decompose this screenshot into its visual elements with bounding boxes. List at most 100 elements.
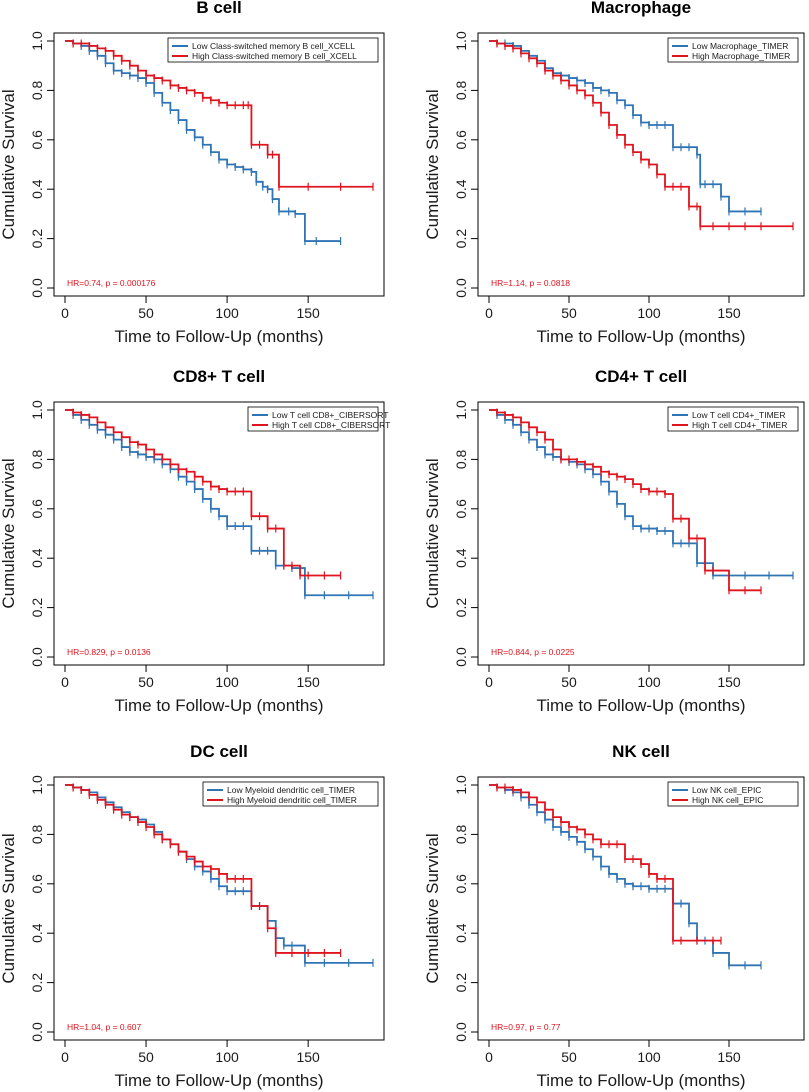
chart-panel-2: Macrophage 0 50 100 150 0.0 0.2 0.4 0.6 0.8 1.0 Tim… bbox=[423, 0, 805, 346]
x-axis-label: Time to Follow-Up (months) bbox=[536, 696, 745, 715]
y-tick-label: 0.4 bbox=[453, 923, 469, 943]
y-axis-label: Cumulative Survival bbox=[423, 833, 442, 983]
x-tick-label: 0 bbox=[485, 305, 493, 321]
plot-frame bbox=[477, 401, 805, 666]
legend-entry-high: High T cell CD8+_CIBERSORT bbox=[272, 420, 390, 430]
y-tick-label: 1.0 bbox=[29, 31, 45, 51]
y-tick-label: 1.0 bbox=[29, 400, 45, 420]
chart-title: NK cell bbox=[612, 742, 670, 761]
legend-entry-high: High Myeloid dendritic cell_TIMER bbox=[227, 795, 357, 805]
x-tick-label: 150 bbox=[717, 1049, 741, 1065]
plot-frame bbox=[53, 32, 385, 297]
hr-annotation: HR=0.97, p = 0.77 bbox=[491, 1022, 561, 1032]
plot-frame bbox=[477, 32, 805, 297]
x-tick-label: 150 bbox=[296, 674, 320, 690]
x-tick-label: 0 bbox=[485, 674, 493, 690]
y-tick-label: 0.2 bbox=[29, 229, 45, 249]
y-tick-label: 0.0 bbox=[453, 1022, 469, 1042]
chart-title: Macrophage bbox=[591, 0, 691, 17]
legend-box bbox=[667, 406, 799, 432]
x-tick-label: 50 bbox=[138, 305, 154, 321]
x-tick-label: 50 bbox=[561, 1049, 577, 1065]
legend-entry-low: Low Macrophage_TIMER bbox=[692, 41, 788, 51]
chart-panel-4: CD4+ T cell 0 50 100 150 0.0 0.2 0.4 0.6 0.8 1.0 Ti… bbox=[423, 367, 805, 715]
y-tick-label: 0.6 bbox=[29, 499, 45, 519]
hr-annotation: HR=1.04, p = 0.607 bbox=[67, 1022, 141, 1032]
chart-panel-1: B cell 0 50 100 150 0.0 0.2 0.4 0.6 0.8 1.0 Time to… bbox=[0, 0, 385, 346]
y-tick-label: 0.8 bbox=[453, 449, 469, 469]
x-tick-label: 0 bbox=[485, 1049, 493, 1065]
y-tick-label: 0.2 bbox=[29, 598, 45, 618]
y-tick-label: 0.2 bbox=[453, 229, 469, 249]
legend-entry-high: High T cell CD4+_TIMER bbox=[692, 420, 787, 430]
y-tick-label: 0.4 bbox=[29, 548, 45, 568]
y-tick-label: 0.4 bbox=[29, 923, 45, 943]
hr-annotation: HR=0.74, p = 0.000176 bbox=[67, 278, 156, 288]
x-axis-label: Time to Follow-Up (months) bbox=[536, 1071, 745, 1090]
y-axis-label: Cumulative Survival bbox=[0, 458, 18, 608]
chart-title: DC cell bbox=[190, 742, 248, 761]
y-tick-label: 0.0 bbox=[29, 647, 45, 667]
y-tick-label: 0.6 bbox=[453, 499, 469, 519]
y-tick-label: 0.0 bbox=[29, 278, 45, 298]
legend-box bbox=[202, 781, 379, 807]
y-tick-label: 0.4 bbox=[453, 548, 469, 568]
x-tick-label: 50 bbox=[138, 1049, 154, 1065]
y-tick-label: 0.8 bbox=[453, 80, 469, 100]
y-tick-label: 0.4 bbox=[453, 179, 469, 199]
y-tick-label: 0.4 bbox=[29, 179, 45, 199]
legend-entry-low: Low NK cell_EPIC bbox=[692, 785, 761, 795]
y-tick-label: 0.2 bbox=[29, 973, 45, 993]
hr-annotation: HR=0.829, p = 0.0136 bbox=[67, 647, 151, 657]
survival-curve-high bbox=[489, 784, 721, 942]
y-tick-label: 0.2 bbox=[453, 598, 469, 618]
legend-entry-low: Low T cell CD4+_TIMER bbox=[692, 410, 785, 420]
legend-box bbox=[667, 781, 799, 807]
hr-annotation: HR=0.844, p = 0.0225 bbox=[491, 647, 575, 657]
x-tick-label: 150 bbox=[717, 674, 741, 690]
x-tick-label: 0 bbox=[61, 305, 69, 321]
chart-title: CD4+ T cell bbox=[595, 367, 687, 386]
survival-curve-high bbox=[65, 784, 341, 954]
y-tick-label: 0.6 bbox=[453, 130, 469, 150]
legend-box bbox=[247, 406, 379, 432]
legend-entry-low: Low Myeloid dendritic cell_TIMER bbox=[227, 785, 355, 795]
y-axis-label: Cumulative Survival bbox=[423, 89, 442, 239]
y-tick-label: 1.0 bbox=[453, 31, 469, 51]
legend-box bbox=[667, 37, 799, 63]
x-tick-label: 150 bbox=[296, 1049, 320, 1065]
y-tick-label: 0.8 bbox=[29, 824, 45, 844]
x-axis-label: Time to Follow-Up (months) bbox=[114, 696, 323, 715]
legend-entry-high: High NK cell_EPIC bbox=[692, 795, 763, 805]
chart-panel-5: DC cell 0 50 100 150 0.0 0.2 0.4 0.6 0.8 1.0 Time t… bbox=[0, 742, 385, 1090]
x-tick-label: 100 bbox=[637, 1049, 661, 1065]
y-axis-label: Cumulative Survival bbox=[0, 833, 18, 983]
x-tick-label: 50 bbox=[138, 674, 154, 690]
chart-panel-3: CD8+ T cell 0 50 100 150 0.0 0.2 0.4 0.6 0.8 1.0 Ti… bbox=[0, 367, 390, 715]
y-tick-label: 0.8 bbox=[29, 80, 45, 100]
x-tick-label: 50 bbox=[561, 305, 577, 321]
x-tick-label: 150 bbox=[296, 305, 320, 321]
plot-frame bbox=[53, 776, 385, 1041]
x-tick-label: 100 bbox=[215, 305, 239, 321]
x-tick-label: 0 bbox=[61, 674, 69, 690]
y-tick-label: 0.2 bbox=[453, 973, 469, 993]
chart-panel-6: NK cell 0 50 100 150 0.0 0.2 0.4 0.6 0.8 1.0 Time t… bbox=[423, 742, 805, 1090]
legend-entry-low: Low Class-switched memory B cell_XCELL bbox=[192, 41, 355, 51]
legend-box bbox=[167, 37, 379, 63]
chart-title: CD8+ T cell bbox=[173, 367, 265, 386]
y-tick-label: 0.6 bbox=[453, 874, 469, 894]
y-tick-label: 1.0 bbox=[453, 400, 469, 420]
x-axis-label: Time to Follow-Up (months) bbox=[536, 327, 745, 346]
survival-curve-low bbox=[489, 40, 761, 213]
plot-frame bbox=[477, 776, 805, 1041]
y-axis-label: Cumulative Survival bbox=[423, 458, 442, 608]
legend-entry-low: Low T cell CD8+_CIBERSORT bbox=[272, 410, 388, 420]
y-tick-label: 0.6 bbox=[29, 130, 45, 150]
x-tick-label: 100 bbox=[215, 1049, 239, 1065]
y-tick-label: 0.0 bbox=[29, 1022, 45, 1042]
